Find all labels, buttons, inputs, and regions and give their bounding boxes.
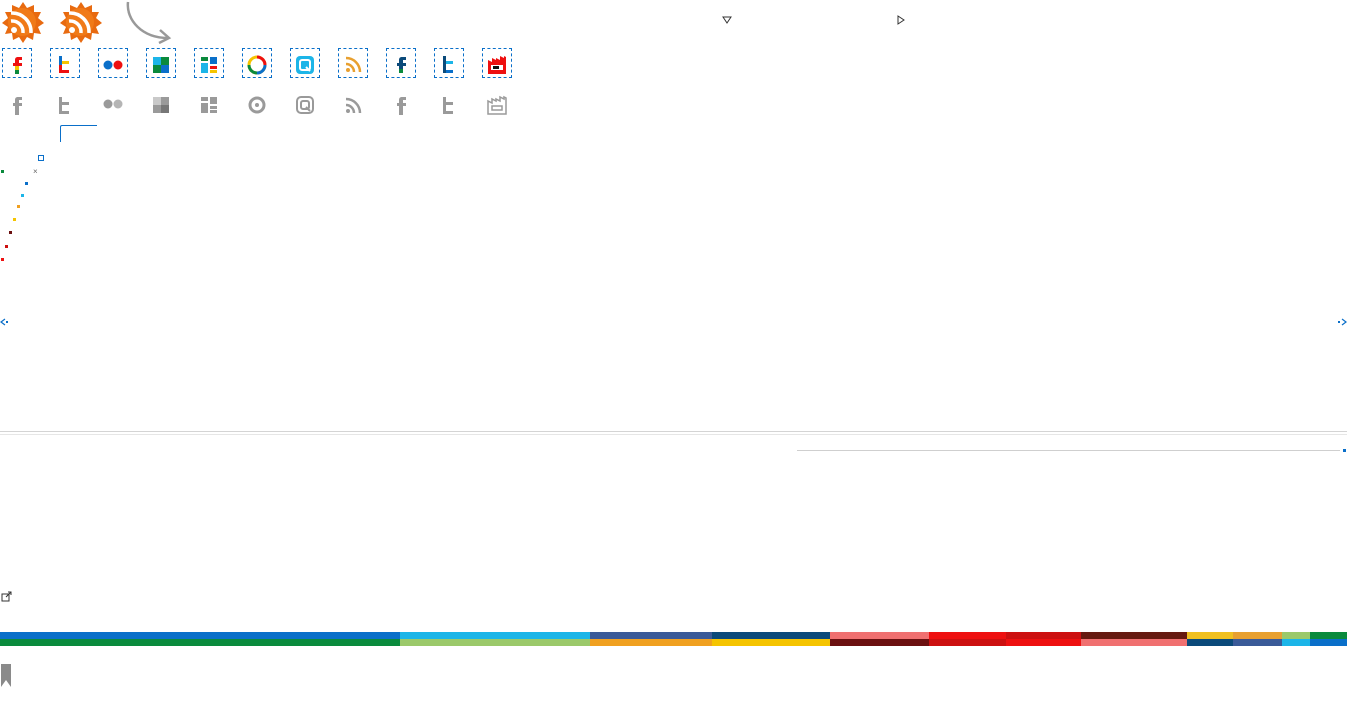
facebook-icon (5, 53, 29, 77)
factory-icon (485, 53, 509, 77)
stripe-bottom-11 (1282, 639, 1310, 646)
social-factory-gray[interactable] (480, 88, 528, 122)
social-twitter-gray-2[interactable] (432, 88, 480, 122)
color-dot-blue (25, 182, 28, 185)
social-twitter-color[interactable] (48, 48, 96, 82)
factory-icon (485, 94, 509, 118)
color-dot-green (1, 170, 4, 173)
stripe-top-7 (1006, 632, 1081, 639)
stripe-bottom-4 (712, 639, 830, 646)
stripe-top-6 (929, 632, 1006, 639)
social-technorati-color[interactable] (288, 48, 336, 82)
secondary-divider (797, 450, 1340, 451)
external-link-icon[interactable] (1, 591, 12, 602)
social-netvibes-gray[interactable] (192, 88, 240, 122)
facebook-icon (5, 94, 29, 118)
small-checkbox[interactable] (38, 155, 44, 161)
color-dot-crimson (5, 245, 8, 248)
stripe-bottom-7 (1006, 639, 1081, 646)
social-delicious-gray[interactable] (144, 88, 192, 122)
social-rss-color[interactable] (336, 48, 384, 82)
social-icons-color-row (0, 48, 528, 82)
social-icons-gray-row (0, 88, 528, 122)
bookmark-icon[interactable] (0, 664, 12, 688)
next-arrow-icon[interactable] (1337, 318, 1347, 326)
picasa-icon (245, 94, 269, 118)
color-dot-yellow (13, 218, 16, 221)
stripe-top-9 (1187, 632, 1233, 639)
divider-marker (1343, 449, 1346, 452)
stripe-top-1 (0, 632, 400, 639)
color-dot-amber (17, 205, 20, 208)
stripe-top-2 (400, 632, 590, 639)
stripe-bottom-1 (0, 639, 400, 646)
stripe-top-4 (712, 632, 830, 639)
stripe-bottom-6 (929, 639, 1006, 646)
stripe-top-12 (1310, 632, 1347, 639)
twitter-icon (53, 53, 77, 77)
stripe-top-8 (1081, 632, 1187, 639)
divider-line (0, 431, 1347, 432)
social-technorati-gray[interactable] (288, 88, 336, 122)
rss-icon (341, 94, 365, 118)
close-icon[interactable]: × (33, 168, 38, 176)
color-dot-cyan (21, 194, 24, 197)
stripe-bottom-10 (1233, 639, 1282, 646)
twitter-icon (53, 94, 77, 118)
stripe-top-3 (590, 632, 712, 639)
delicious-icon (149, 53, 173, 77)
rss-badge-1[interactable] (0, 0, 46, 44)
divider-line-2 (0, 434, 1347, 435)
netvibes-icon (197, 53, 221, 77)
picasa-icon (245, 53, 269, 77)
social-facebook-color[interactable] (0, 48, 48, 82)
technorati-icon (293, 53, 317, 77)
color-dot-red (1, 258, 4, 261)
facebook-icon (389, 53, 413, 77)
prev-arrow-icon[interactable] (0, 318, 10, 326)
play-triangle-icon[interactable] (897, 15, 905, 25)
stripe-bottom-2 (400, 639, 590, 646)
netvibes-icon (197, 94, 221, 118)
social-twitter-gray[interactable] (48, 88, 96, 122)
twitter-icon (437, 94, 461, 118)
color-dot-maroon (9, 231, 12, 234)
social-facebook-gray-2[interactable] (384, 88, 432, 122)
social-facebook-gray[interactable] (0, 88, 48, 122)
social-picasa-gray[interactable] (240, 88, 288, 122)
rss-icon (341, 53, 365, 77)
stripe-bottom-9 (1187, 639, 1233, 646)
twitter-icon (437, 53, 461, 77)
tab-corner (60, 125, 97, 142)
technorati-icon (293, 94, 317, 118)
social-picasa-color[interactable] (240, 48, 288, 82)
stripe-bottom-8 (1081, 639, 1187, 646)
social-facebook-color-2[interactable] (384, 48, 432, 82)
curved-arrow-icon (122, 0, 174, 44)
social-rss-gray[interactable] (336, 88, 384, 122)
dropdown-triangle-icon[interactable] (722, 16, 732, 24)
social-netvibes-color[interactable] (192, 48, 240, 82)
social-twitter-color-2[interactable] (432, 48, 480, 82)
rss-badge-icon (2, 2, 44, 43)
color-stripe-band (0, 632, 1347, 646)
stripe-top-11 (1282, 632, 1310, 639)
delicious-icon (149, 94, 173, 118)
stripe-bottom-5 (830, 639, 929, 646)
social-flickr-color[interactable] (96, 48, 144, 82)
rss-badge-2[interactable] (58, 0, 104, 44)
stripe-top-5 (830, 632, 929, 639)
flickr-icon (101, 94, 125, 118)
flickr-icon (101, 53, 125, 77)
social-delicious-color[interactable] (144, 48, 192, 82)
social-flickr-gray[interactable] (96, 88, 144, 122)
stripe-bottom-3 (590, 639, 712, 646)
social-factory-color[interactable] (480, 48, 528, 82)
rss-badge-icon (60, 2, 102, 43)
facebook-icon (389, 94, 413, 118)
stripe-top-10 (1233, 632, 1282, 639)
stripe-bottom-12 (1310, 639, 1347, 646)
